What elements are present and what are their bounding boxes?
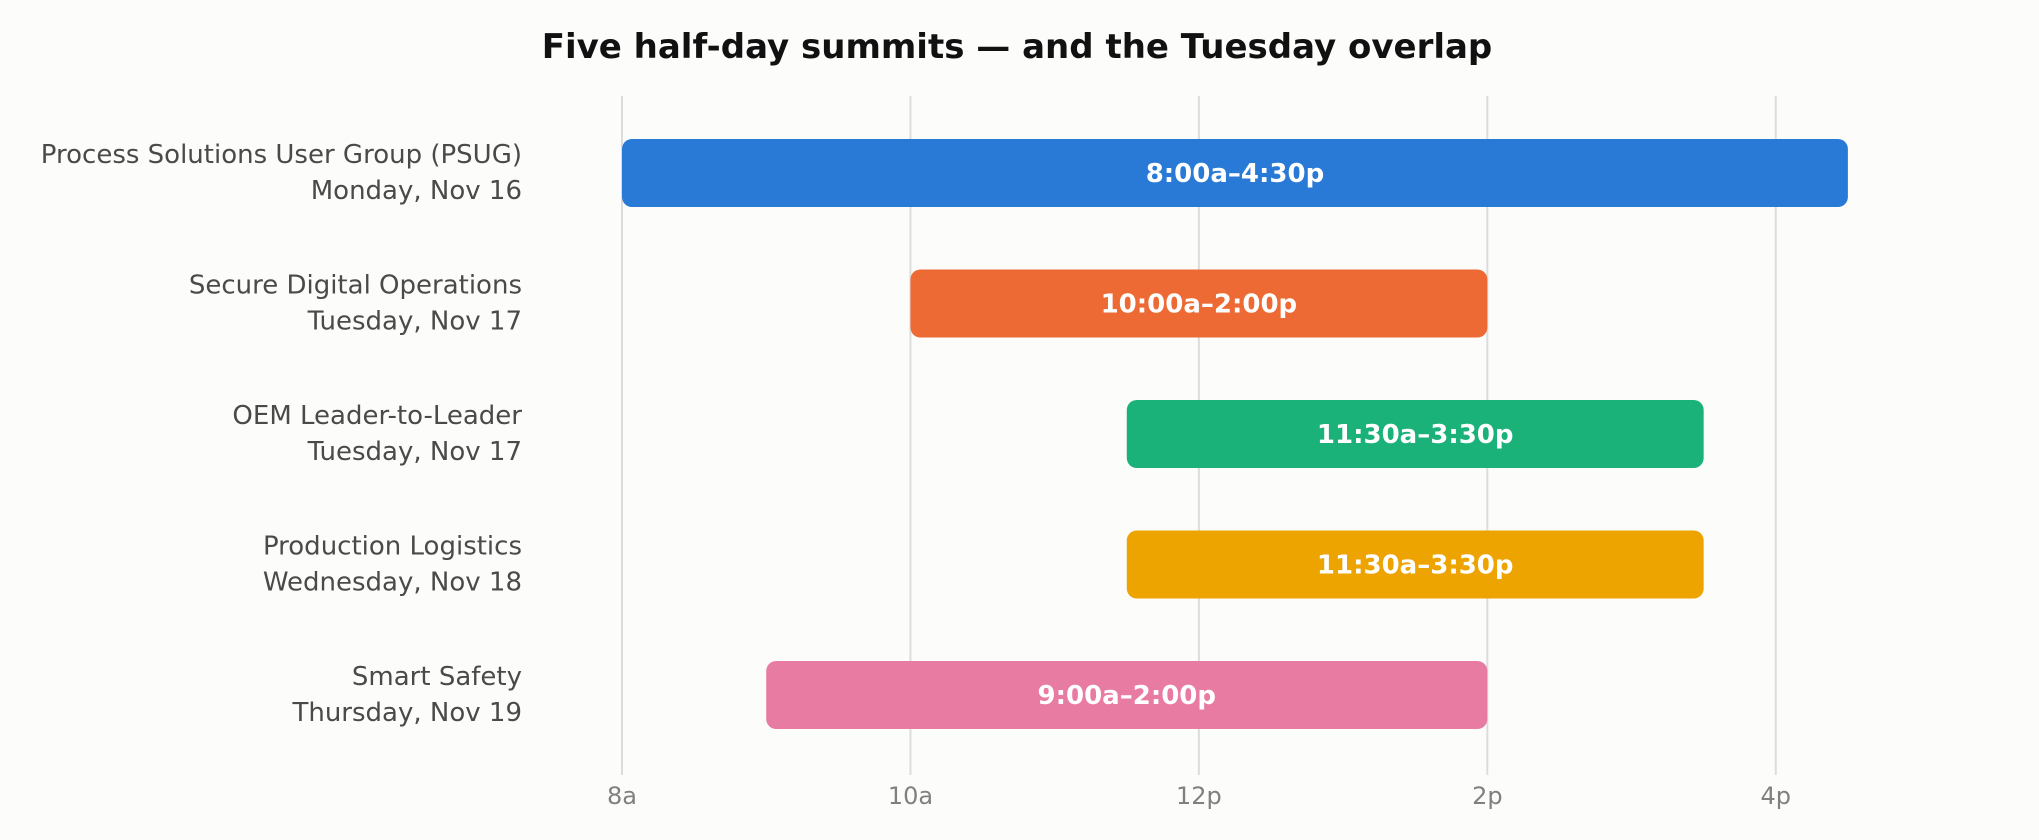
bar-time-label: 9:00a–2:00p [1038,681,1217,711]
category-label-name: Smart Safety [352,662,522,692]
bar [622,139,1848,207]
category-labels: Process Solutions User Group (PSUG) Monda… [41,140,523,728]
bar-time-label: 10:00a–2:00p [1101,290,1298,320]
x-axis-ticks: 8a 10a 12p 2p 4p [607,782,1791,810]
x-tick-label: 12p [1176,782,1222,810]
bar [766,661,1488,729]
bar-time-label: 11:30a–3:30p [1317,420,1514,450]
bar [1126,530,1704,599]
bar [910,269,1488,338]
category-label-date: Wednesday, Nov 18 [263,568,522,598]
x-tick-label: 8a [607,782,637,810]
category-label-name: OEM Leader-to-Leader [232,401,522,431]
category-label-date: Tuesday, Nov 17 [307,307,522,337]
chart-title: Five half-day summits — and the Tuesday … [542,27,1493,67]
x-tick-label: 10a [888,782,933,810]
category-label-name: Production Logistics [263,532,522,562]
category-label-name: Process Solutions User Group (PSUG) [41,140,522,170]
category-label-date: Tuesday, Nov 17 [307,437,522,467]
bar-time-label: 8:00a–4:30p [1146,159,1325,189]
bars: 8:00a–4:30p 10:00a–2:00p 11:30a–3:30p 11:30… [622,139,1848,729]
category-label-name: Secure Digital Operations [189,271,522,301]
x-tick-label: 4p [1761,782,1792,810]
category-label-date: Thursday, Nov 19 [291,698,522,728]
bar-time-label: 11:30a–3:30p [1317,551,1514,581]
bar [1126,400,1704,468]
category-label-date: Monday, Nov 16 [311,176,522,206]
x-tick-label: 2p [1472,782,1503,810]
